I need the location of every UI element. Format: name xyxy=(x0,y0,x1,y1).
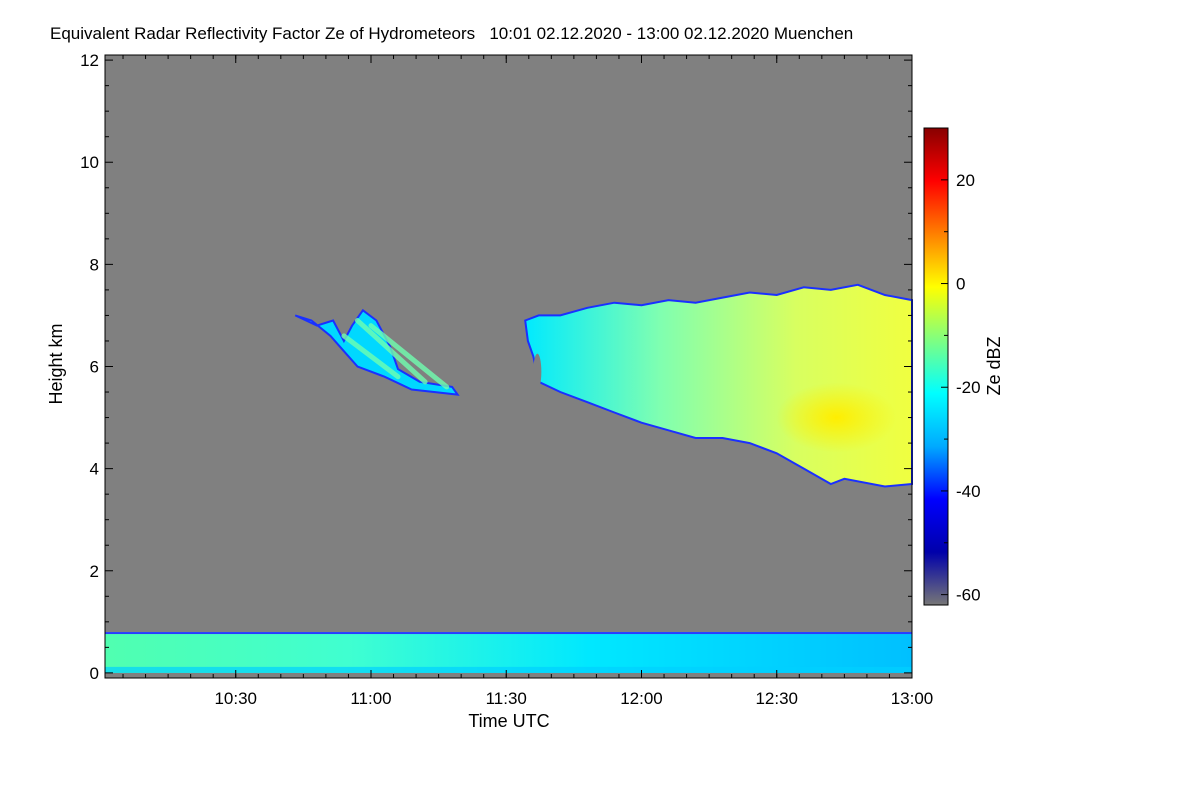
region-boundary-layer xyxy=(105,632,912,673)
colorbar-label: Ze dBZ xyxy=(984,336,1004,395)
y-tick-label: 2 xyxy=(90,562,99,581)
y-tick-label: 8 xyxy=(90,255,99,274)
y-tick-label: 0 xyxy=(90,664,99,683)
region-ice-cloud-1-streak xyxy=(368,323,450,390)
x-tick-label: 11:30 xyxy=(486,689,527,708)
colorbar-scale xyxy=(923,127,949,606)
y-tick-label: 10 xyxy=(80,153,99,172)
colorbar: 20 0 -20 -40 -60 Ze dBZ xyxy=(923,127,1004,606)
x-axis-label: Time UTC xyxy=(468,711,549,731)
region-ice-cloud-1-streak xyxy=(341,333,401,380)
region-ice-cloud-2 xyxy=(524,283,913,488)
chart-title: Equivalent Radar Reflectivity Factor Ze … xyxy=(50,24,853,43)
region-ice-cloud-2-notch xyxy=(533,353,542,390)
colorbar-tick-label: -40 xyxy=(956,482,981,501)
plot-area xyxy=(104,54,913,679)
region-ice-cloud-1-streak xyxy=(354,318,428,385)
colorbar-tick-label: 0 xyxy=(956,275,965,294)
x-tick-label: 10:30 xyxy=(214,689,257,708)
x-axis: 10:30 11:00 11:30 12:00 12:30 13:00 xyxy=(122,55,934,708)
region-ice-cloud-2-core xyxy=(776,382,897,453)
x-tick-label: 12:30 xyxy=(755,689,798,708)
region-boundary-layer-top-edge xyxy=(105,632,912,635)
x-tick-label: 13:00 xyxy=(891,689,934,708)
y-tick-label: 6 xyxy=(90,358,99,377)
y-tick-label: 4 xyxy=(90,460,99,479)
x-tick-label: 11:00 xyxy=(350,689,391,708)
region-ice-cloud-1 xyxy=(294,308,460,396)
colorbar-tick-label: 20 xyxy=(956,171,975,190)
y-tick-label: 12 xyxy=(80,51,99,70)
colorbar-tick-label: -60 xyxy=(956,586,981,605)
y-axis: 0 2 4 6 8 10 12 xyxy=(80,51,912,683)
region-boundary-layer-ground-band xyxy=(105,666,912,673)
x-tick-label: 12:00 xyxy=(620,689,663,708)
colorbar-tick-label: -20 xyxy=(956,378,981,397)
y-axis-label: Height km xyxy=(46,323,66,404)
region-ice-cloud-1-body xyxy=(294,308,460,396)
